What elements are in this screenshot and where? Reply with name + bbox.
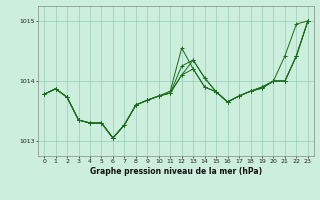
X-axis label: Graphe pression niveau de la mer (hPa): Graphe pression niveau de la mer (hPa) — [90, 167, 262, 176]
